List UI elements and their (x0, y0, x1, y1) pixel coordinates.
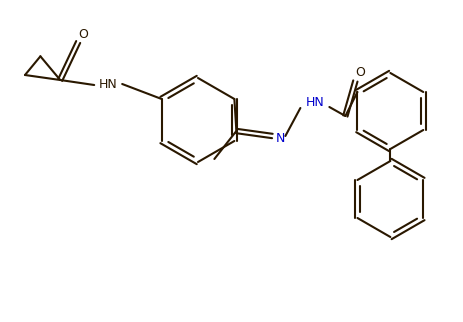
Text: HN: HN (305, 97, 324, 109)
Text: N: N (275, 131, 284, 145)
Text: O: O (355, 67, 364, 80)
Text: HN: HN (99, 78, 117, 90)
Text: O: O (78, 27, 88, 41)
